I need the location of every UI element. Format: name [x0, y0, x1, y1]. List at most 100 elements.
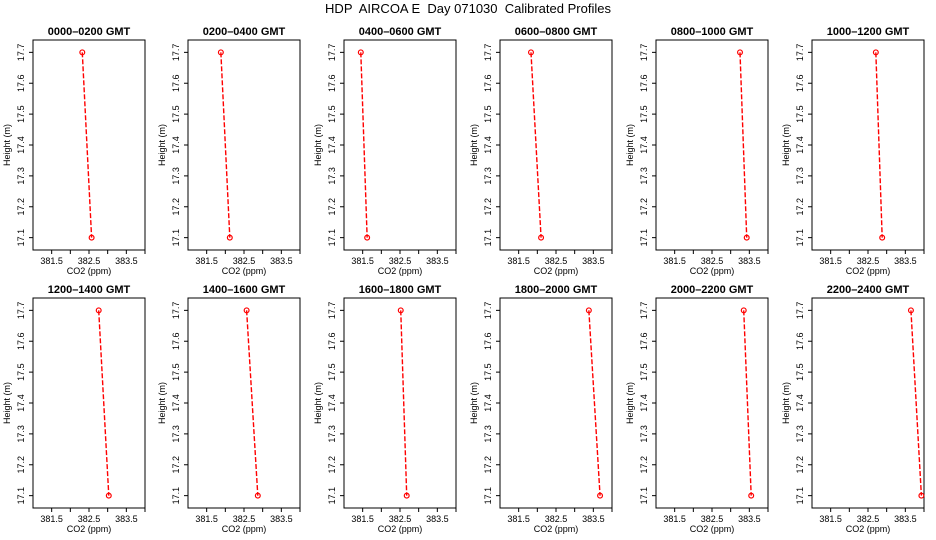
x-tick-label: 383.5	[582, 256, 605, 266]
y-tick-label: 17.3	[16, 167, 26, 185]
x-tick-label: 381.5	[663, 514, 686, 524]
profile-point	[357, 49, 364, 56]
y-tick-label: 17.2	[483, 198, 493, 216]
y-tick-label: 17.7	[327, 44, 337, 62]
y-axis-label: Height (m)	[781, 124, 791, 166]
y-tick-label: 17.1	[16, 487, 26, 505]
x-tick-label: 382.5	[78, 514, 101, 524]
profile-panel: 2000–2200 GMT 381.5 382.5 383.5 17.1 17.2 17.3…	[625, 284, 769, 534]
y-tick-label: 17.1	[16, 229, 26, 247]
x-tick-label: 382.5	[857, 514, 880, 524]
y-tick-label: 17.2	[795, 456, 805, 474]
y-tick-label: 17.6	[327, 74, 337, 92]
x-axis-label: CO2 (ppm)	[378, 266, 423, 276]
y-tick-label: 17.7	[327, 302, 337, 320]
y-tick-label: 17.4	[16, 136, 26, 154]
profile-line	[910, 310, 923, 496]
y-tick-label: 17.6	[795, 332, 805, 350]
y-axis-label: Height (m)	[157, 382, 167, 424]
profile-point	[79, 49, 86, 56]
y-tick-label: 17.1	[171, 229, 181, 247]
y-tick-label: 17.5	[483, 363, 493, 381]
profile-line	[739, 52, 748, 238]
y-tick-label: 17.2	[639, 198, 649, 216]
x-tick-label: 381.5	[40, 256, 63, 266]
y-tick-label: 17.3	[639, 425, 649, 443]
x-axis-label: CO2 (ppm)	[222, 266, 267, 276]
x-tick-label: 381.5	[195, 514, 218, 524]
y-tick-label: 17.2	[16, 456, 26, 474]
y-tick-label: 17.6	[171, 332, 181, 350]
x-tick-label: 383.5	[270, 256, 293, 266]
plot-frame	[32, 297, 146, 509]
x-tick-label: 382.5	[389, 256, 412, 266]
y-axis-label: Height (m)	[625, 124, 635, 166]
y-tick-label: 17.1	[171, 487, 181, 505]
x-axis-label: CO2 (ppm)	[67, 524, 112, 534]
profile-line	[98, 310, 110, 496]
x-axis-label: CO2 (ppm)	[534, 266, 579, 276]
y-tick-label: 17.7	[16, 44, 26, 62]
y-tick-label: 17.4	[795, 136, 805, 154]
y-tick-label: 17.5	[795, 105, 805, 123]
profile-point	[403, 492, 410, 499]
y-tick-label: 17.2	[171, 198, 181, 216]
y-tick-label: 17.4	[639, 394, 649, 412]
profile-point	[743, 234, 750, 241]
panel-title: 1800–2000 GMT	[515, 284, 598, 296]
x-tick-label: 382.5	[701, 514, 724, 524]
y-tick-label: 17.3	[639, 167, 649, 185]
x-tick-label: 383.5	[270, 514, 293, 524]
x-axis-label: CO2 (ppm)	[378, 524, 423, 534]
x-tick-label: 381.5	[507, 514, 530, 524]
x-axis-label: CO2 (ppm)	[690, 524, 735, 534]
x-axis-label: CO2 (ppm)	[846, 266, 891, 276]
y-tick-label: 17.1	[795, 487, 805, 505]
x-tick-label: 381.5	[819, 514, 842, 524]
profile-point	[226, 234, 233, 241]
x-tick-label: 383.5	[115, 256, 138, 266]
panel-title: 0400–0600 GMT	[359, 26, 442, 38]
y-tick-label: 17.7	[483, 302, 493, 320]
y-tick-label: 17.3	[171, 425, 181, 443]
x-tick-label: 383.5	[894, 256, 917, 266]
y-tick-label: 17.5	[171, 363, 181, 381]
x-tick-label: 382.5	[78, 256, 101, 266]
profile-panel: 0400–0600 GMT 381.5 382.5 383.5 17.1 17.2 17.3…	[313, 26, 457, 276]
x-tick-label: 382.5	[389, 514, 412, 524]
y-tick-label: 17.4	[639, 136, 649, 154]
x-tick-label: 383.5	[894, 514, 917, 524]
x-tick-label: 383.5	[426, 514, 449, 524]
y-tick-label: 17.5	[639, 363, 649, 381]
x-tick-label: 383.5	[426, 256, 449, 266]
profile-point	[105, 492, 112, 499]
x-tick-label: 381.5	[40, 514, 63, 524]
profile-line	[743, 310, 752, 496]
y-tick-label: 17.5	[639, 105, 649, 123]
y-tick-label: 17.1	[795, 229, 805, 247]
profile-panel: 0600–0800 GMT 381.5 382.5 383.5 17.1 17.2 17.3…	[469, 26, 613, 276]
profile-panel: 0200–0400 GMT 381.5 382.5 383.5 17.1 17.2 17.3…	[157, 26, 301, 276]
profile-panel: 0000–0200 GMT 381.5 382.5 383.5 17.1 17.2 17.3…	[2, 26, 146, 276]
panel-title: 1200–1400 GMT	[48, 284, 131, 296]
x-tick-label: 382.5	[233, 256, 256, 266]
y-tick-label: 17.5	[327, 105, 337, 123]
panel-title: 1000–1200 GMT	[827, 26, 910, 38]
profile-line	[875, 52, 883, 238]
y-tick-label: 17.4	[171, 394, 181, 412]
plot-frame	[343, 297, 457, 509]
y-tick-label: 17.4	[327, 394, 337, 412]
figure-title: HDP AIRCOA E Day 071030 Calibrated Profi…	[325, 1, 611, 16]
x-tick-label: 381.5	[195, 256, 218, 266]
x-tick-label: 382.5	[701, 256, 724, 266]
y-tick-label: 17.6	[483, 74, 493, 92]
y-tick-label: 17.3	[483, 167, 493, 185]
y-tick-label: 17.3	[16, 425, 26, 443]
profile-point	[538, 234, 545, 241]
y-tick-label: 17.5	[483, 105, 493, 123]
panel-title: 0000–0200 GMT	[48, 26, 131, 38]
profile-point	[95, 307, 102, 314]
plot-frame	[343, 39, 457, 251]
panel-grid: 0000–0200 GMT 381.5 382.5 383.5 17.1 17.2 17.3…	[2, 26, 925, 534]
